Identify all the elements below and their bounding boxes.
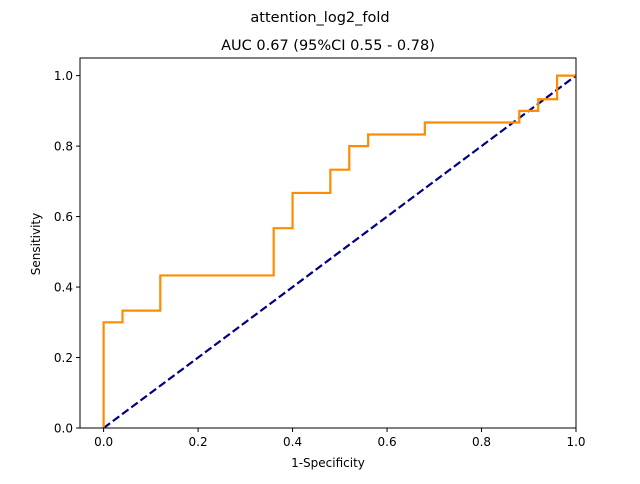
plot-area bbox=[79, 57, 577, 429]
y-tick-label: 0.2 bbox=[54, 351, 73, 365]
y-tick-label: 0.4 bbox=[54, 281, 73, 295]
chart-title: AUC 0.67 (95%CI 0.55 - 0.78) bbox=[221, 38, 435, 54]
x-tick-label: 0.6 bbox=[378, 435, 397, 449]
x-tick-label: 0.4 bbox=[283, 435, 302, 449]
y-tick-label: 0.6 bbox=[54, 210, 73, 224]
y-axis-ticks: 0.0 0.2 0.4 0.6 0.8 1.0 bbox=[54, 69, 80, 436]
roc-curve-line bbox=[102, 74, 576, 428]
y-tick-label: 1.0 bbox=[54, 69, 73, 83]
x-axis-label: 1-Specificity bbox=[291, 456, 365, 470]
axes-frame bbox=[79, 57, 577, 429]
x-tick-label: 1.0 bbox=[566, 435, 585, 449]
series-group bbox=[102, 74, 576, 428]
y-tick-label: 0.0 bbox=[54, 422, 73, 436]
y-axis-label: Sensitivity bbox=[29, 213, 43, 275]
figure-suptitle: attention_log2_fold bbox=[250, 10, 389, 26]
x-tick-label: 0.0 bbox=[94, 435, 113, 449]
x-tick-label: 0.2 bbox=[189, 435, 208, 449]
x-axis-ticks: 0.0 0.2 0.4 0.6 0.8 1.0 bbox=[94, 428, 586, 449]
x-tick-label: 0.8 bbox=[472, 435, 491, 449]
chance-diagonal-line bbox=[102, 74, 576, 428]
y-tick-label: 0.8 bbox=[54, 140, 73, 154]
